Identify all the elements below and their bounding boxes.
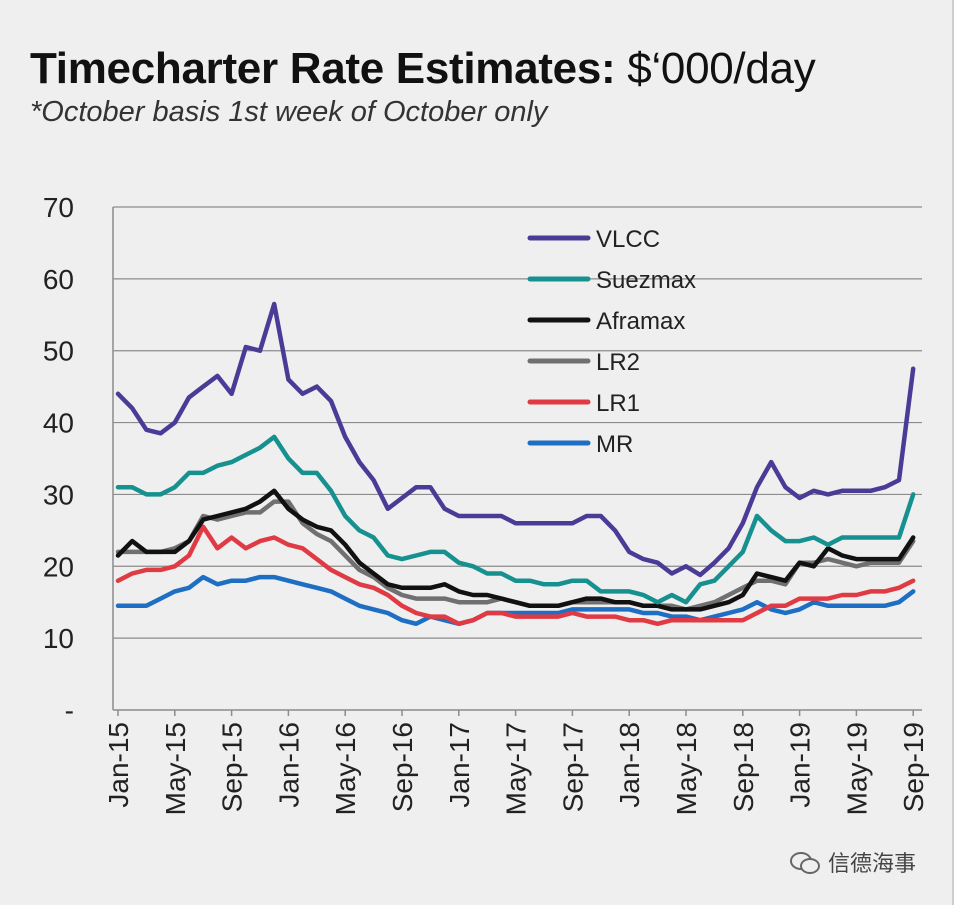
x-tick-label: May-15: [160, 722, 191, 815]
series-line-mr: [115, 574, 916, 627]
x-tick-label: Sep-15: [217, 722, 248, 812]
series-line-lr1: [115, 524, 916, 627]
chart-title-main: Timecharter Rate Estimates:: [30, 44, 616, 93]
x-tick-label: Jan-15: [103, 722, 134, 808]
legend-label-vlcc: VLCC: [596, 226, 660, 253]
wechat-logo-icon: [790, 850, 820, 874]
legend-label-lr1: LR1: [596, 390, 640, 417]
x-tick-label: May-16: [330, 722, 361, 815]
x-tick-label: Sep-16: [387, 722, 418, 812]
x-tick-label: Jan-17: [444, 722, 475, 808]
series-line-suezmax: [115, 434, 916, 605]
legend-label-suezmax: Suezmax: [596, 267, 696, 294]
watermark: 信德海事: [790, 846, 916, 878]
y-tick-label: 30: [43, 479, 74, 510]
chart-subtitle: *October basis 1st week of October only: [30, 96, 548, 128]
y-tick-label: 60: [43, 264, 74, 295]
x-tick-label: Sep-19: [898, 722, 929, 812]
legend-label-aframax: Aframax: [596, 308, 685, 335]
chart-title-unit: $‘000/day: [615, 44, 816, 93]
y-tick-label: 20: [43, 551, 74, 582]
x-tick-label: May-17: [501, 722, 532, 815]
y-tick-label: 40: [43, 408, 74, 439]
y-tick-label: -: [65, 695, 74, 726]
chart-title: Timecharter Rate Estimates: $‘000/day: [30, 44, 816, 94]
legend-label-lr2: LR2: [596, 349, 640, 376]
series-line-lr2: [115, 499, 916, 612]
watermark-text: 信德海事: [828, 851, 917, 876]
x-tick-label: Jan-16: [273, 722, 304, 808]
x-tick-label: Jan-18: [614, 722, 645, 808]
x-tick-label: May-19: [841, 722, 872, 815]
x-tick-label: May-18: [671, 722, 702, 815]
y-tick-label: 50: [43, 336, 74, 367]
y-tick-label: 70: [43, 192, 74, 223]
x-tick-label: Sep-17: [557, 722, 588, 812]
legend-label-mr: MR: [596, 431, 633, 458]
x-tick-label: Jan-19: [785, 722, 816, 808]
x-tick-label: Sep-18: [728, 722, 759, 812]
series-line-aframax: [115, 488, 916, 612]
y-tick-label: 10: [43, 623, 74, 654]
series-line-vlcc: [115, 301, 916, 578]
